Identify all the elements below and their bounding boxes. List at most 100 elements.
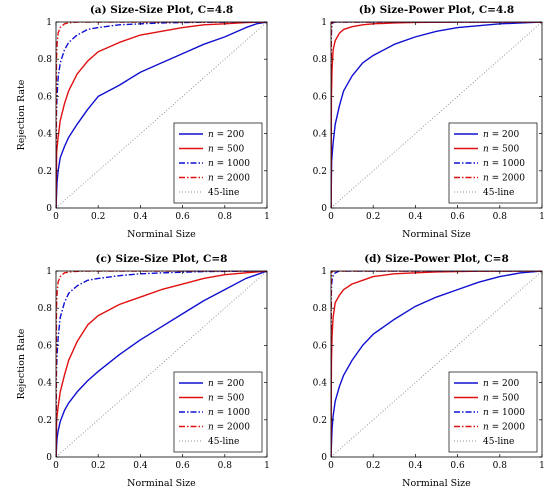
legend-entry: n = 200 [208,130,245,140]
x-tick-label: 0.2 [91,461,105,471]
x-tick-label: 0.4 [408,212,423,222]
legend-entry-eq: = 1000 [489,159,525,169]
x-tick-label: 0.4 [133,212,148,222]
legend-entry-var: n [208,159,214,169]
legend-entry-var: n [483,379,489,389]
legend-entry-eq: 45-line [483,437,514,447]
x-tick-label: 1 [264,461,270,471]
x-tick-label: 0 [53,212,59,222]
x-axis-label: Norminal Size [402,229,471,240]
legend-entry-eq: = 2000 [489,423,525,433]
legend-entry-eq: = 200 [489,130,520,140]
chart-title: (d) Size-Power Plot, C=8 [364,253,509,265]
legend-entry-var: n [483,394,489,404]
legend-entry-var: n [208,408,214,418]
legend-entry: n = 200 [483,379,520,389]
y-tick-label: 0 [321,204,327,214]
y-tick-label: 0.8 [38,55,53,65]
chart-svg: (b) Size-Power Plot, C=4.8 0 0.2 0.4 0.6 0.8 1… [313,4,545,240]
legend-entry-var: n [208,423,214,433]
x-tick-label: 0.2 [366,212,380,222]
chart-svg: (c) Size-Size Plot, C=8 0 0.2 0.4 0.6 0.8 1 0 0.… [16,253,270,489]
legend-entry: 45-line [208,437,239,447]
legend-entry-eq: = 1000 [214,408,250,418]
legend-entry-eq: = 200 [489,379,520,389]
legend-entry: n = 500 [208,394,245,404]
series-line-n-200 [56,271,267,457]
legend-entry: n = 1000 [483,159,525,169]
legend-entry-eq: = 200 [214,379,245,389]
y-tick-label: 0 [46,453,52,463]
series-line-45-line [56,22,267,208]
legend-entry-eq: = 2000 [489,174,525,184]
legend-entry: n = 2000 [208,174,250,184]
x-tick-label: 0 [328,212,334,222]
series-group [56,22,267,208]
legend-entry: n = 500 [483,145,520,155]
legend-box [448,371,538,453]
panel-c: (c) Size-Size Plot, C=8 0 0.2 0.4 0.6 0.8 1 0 0.… [0,249,275,498]
x-axis-label: Norminal Size [402,478,471,489]
y-tick-label: 0.8 [38,304,53,314]
chart-svg: (d) Size-Power Plot, C=8 0 0.2 0.4 0.6 0.8 1 0 0… [313,253,545,489]
legend-entry: 45-line [483,188,514,198]
y-axis-label: Rejection Rate [16,328,27,399]
legend-entry: n = 2000 [483,174,525,184]
panel-b: (b) Size-Power Plot, C=4.8 0 0.2 0.4 0.6 0.8 1… [275,0,550,249]
series-line-n-500 [331,271,542,457]
x-tick-label: 0 [53,461,59,471]
plot-frame [55,21,268,209]
y-tick-label: 0.4 [38,130,53,140]
legend-box [173,371,263,453]
x-tick-label: 0.8 [218,212,233,222]
legend-entry-eq: = 500 [489,394,520,404]
legend-entry-var: n [208,394,214,404]
legend-entry-eq: = 500 [489,145,520,155]
x-tick-label: 0.6 [450,212,465,222]
y-tick-label: 0.8 [313,55,328,65]
series-line-n-500 [56,271,267,457]
series-line-45-line [331,271,542,457]
x-axis-label: Norminal Size [127,229,196,240]
y-tick-label: 0 [46,204,52,214]
legend-entry-eq: = 500 [214,394,245,404]
x-axis-label: Norminal Size [127,478,196,489]
y-tick-label: 0.6 [313,341,328,351]
x-tick-label: 1 [264,212,270,222]
series-line-n-500 [56,22,267,208]
series-line-n-200 [56,22,267,208]
series-line-n-200 [331,271,542,457]
y-tick-label: 0.2 [313,416,327,426]
y-tick-label: 1 [321,267,327,277]
x-tick-label: 0.8 [218,461,233,471]
y-tick-label: 0 [321,453,327,463]
legend-entry-var: n [208,145,214,155]
chart-svg: (a) Size-Size Plot, C=4.8 0 0.2 0.4 0.6 0.8 1 0… [16,4,270,240]
chart-title: (c) Size-Size Plot, C=8 [96,253,228,265]
legend-box [448,122,538,204]
legend-entry: n = 2000 [208,423,250,433]
legend-entry-eq: = 1000 [214,159,250,169]
y-tick-label: 0.6 [313,92,328,102]
legend-entry-eq: = 2000 [214,423,250,433]
panel-a: (a) Size-Size Plot, C=4.8 0 0.2 0.4 0.6 0.8 1 0… [0,0,275,249]
series-line-45-line [331,22,542,208]
plot-frame [330,270,543,458]
legend-entry: n = 500 [208,145,245,155]
legend-entry-var: n [208,379,214,389]
x-tick-label: 0.4 [408,461,423,471]
x-tick-label: 1 [539,461,545,471]
y-axis-label: Rejection Rate [16,79,27,150]
legend-entry: 45-line [208,188,239,198]
plot-frame [330,21,543,209]
x-tick-label: 0.6 [175,212,190,222]
series-line-n-1000 [56,22,267,208]
y-tick-label: 1 [46,267,52,277]
series-line-n-200 [331,22,542,208]
legend-entry-var: n [208,130,214,140]
legend-entry-eq: = 200 [214,130,245,140]
